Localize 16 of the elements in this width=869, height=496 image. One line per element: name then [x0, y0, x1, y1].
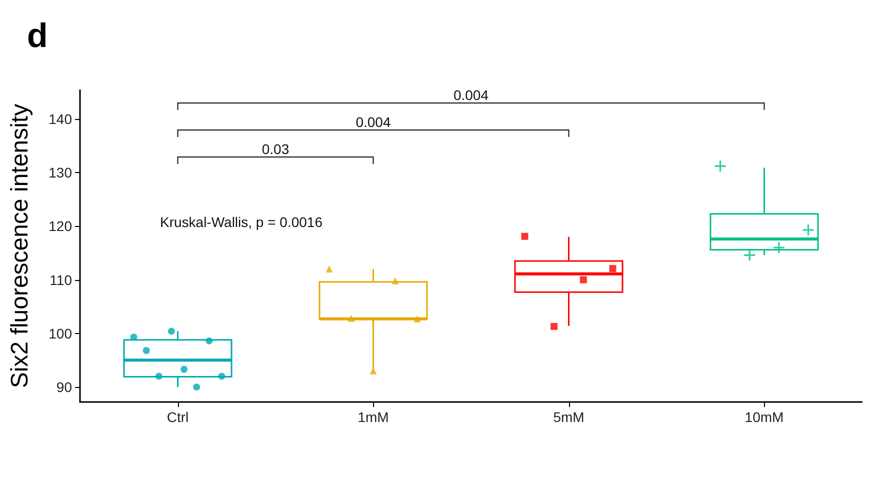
x-tick-label: 1mM — [358, 409, 389, 425]
annotation: 0.004 — [453, 87, 489, 103]
y-tick-label: 140 — [48, 110, 72, 127]
y-tick-label: 110 — [50, 272, 72, 288]
y-tick-label: 90 — [56, 378, 72, 395]
y-tick-label: 100 — [48, 325, 72, 342]
annotation: 0.004 — [356, 114, 391, 130]
chart-title: d — [27, 17, 48, 55]
x-tick-label: 10mM — [744, 409, 784, 425]
annotation: 0.03 — [262, 141, 290, 157]
y-tick-label: 130 — [48, 164, 72, 181]
y-tick-label: 120 — [48, 218, 72, 234]
x-tick-label: 5mM — [553, 409, 584, 425]
y-axis-title: Six2 fluorescence intensity — [6, 104, 34, 388]
annotation: Kruskal-Wallis, p = 0.0016 — [160, 214, 323, 230]
x-tick-label: Ctrl — [166, 409, 189, 425]
